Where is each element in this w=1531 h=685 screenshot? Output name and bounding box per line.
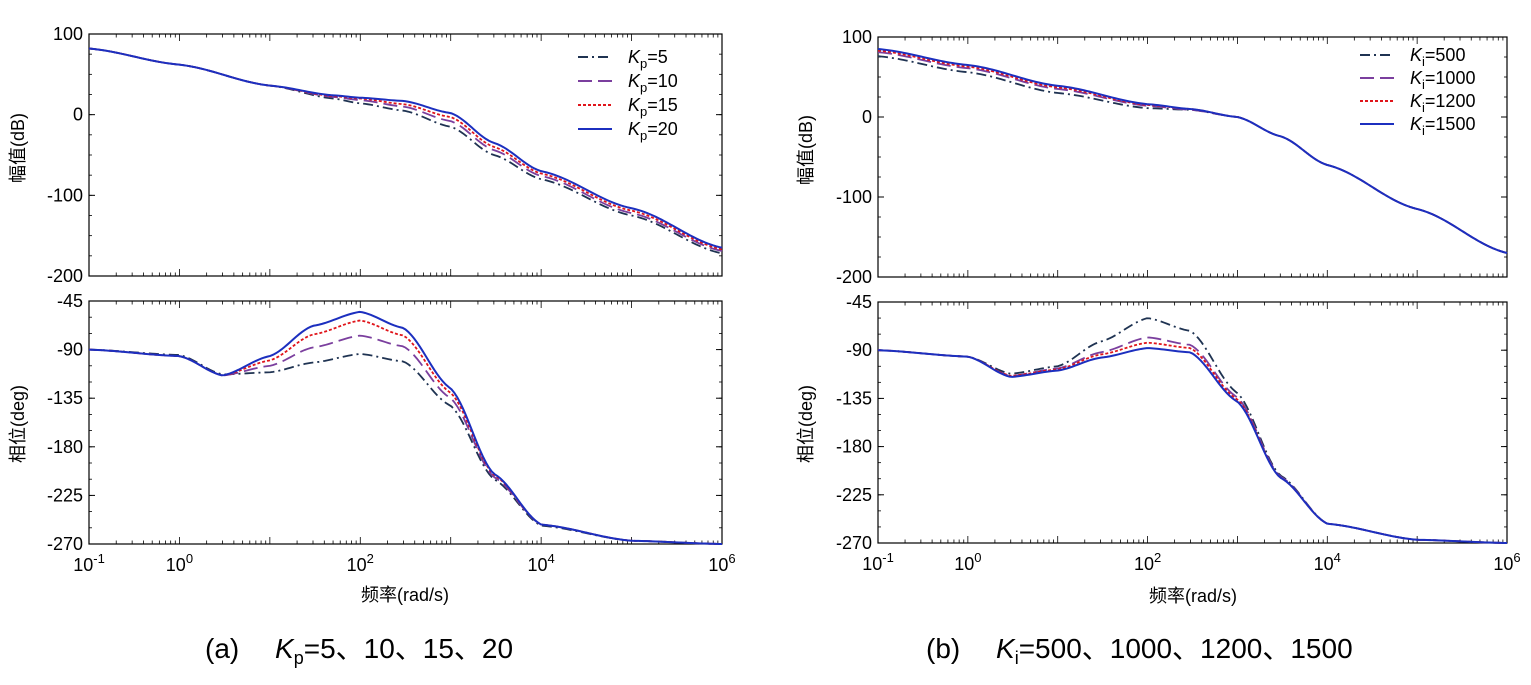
- y-tick-label: -200: [47, 266, 83, 286]
- plot-frame: [88, 300, 723, 545]
- legend-entry: Ki=1200: [1410, 91, 1475, 115]
- y-tick-label: -90: [846, 340, 872, 360]
- y-tick-label: -180: [47, 437, 83, 457]
- y-tick-label: -90: [57, 340, 83, 360]
- x-tick-label: 10-1: [73, 551, 105, 575]
- y-axis-label: 幅值(dB): [796, 115, 816, 185]
- series-line-Kp=10: [88, 334, 723, 545]
- series-line-Ki=1000: [877, 336, 1508, 544]
- caption-sub: p: [294, 648, 304, 668]
- series-line-Ki=1500: [877, 347, 1508, 544]
- legend-entry: Ki=500: [1410, 45, 1465, 69]
- y-tick-label: -270: [836, 533, 872, 553]
- legend-entry: Ki=1500: [1410, 114, 1475, 138]
- y-tick-label: -100: [47, 185, 83, 205]
- caption-var: K: [275, 633, 295, 664]
- caption-sub: i: [1015, 648, 1019, 668]
- plot-frame: [877, 301, 1508, 544]
- y-tick-label: -45: [846, 292, 872, 312]
- y-axis-label: 幅值(dB): [8, 113, 28, 183]
- x-axis-label: 频率(rad/s): [1149, 586, 1237, 606]
- series-lines: [877, 48, 1508, 254]
- axis-ticks: 100 0 -100 -200: [836, 27, 1507, 287]
- y-tick-label: 0: [73, 105, 83, 125]
- y-tick-label: 0: [862, 107, 872, 127]
- legend-entry: Ki=1000: [1410, 68, 1475, 92]
- caption-label: (b): [926, 633, 960, 664]
- y-tick-label: -225: [47, 485, 83, 505]
- legend-entry: Kp=10: [628, 71, 678, 95]
- y-axis-label: 相位(deg): [796, 385, 816, 463]
- series-line-Kp=15: [88, 319, 723, 545]
- x-tick-label: 102: [1134, 550, 1161, 574]
- x-tick-label: 100: [166, 551, 193, 575]
- caption-label: (a): [205, 633, 239, 664]
- x-tick-label: 102: [347, 551, 374, 575]
- axis-ticks: 100 0 -100 -200: [47, 24, 722, 286]
- legend-entry: Kp=15: [628, 95, 678, 119]
- svg-text:(a) Kp=5、10、15、20: (a) Kp=5、10、15、20: [205, 633, 513, 668]
- y-tick-label: 100: [842, 27, 872, 47]
- y-tick-label: -180: [836, 437, 872, 457]
- x-tick-label: 106: [1493, 550, 1520, 574]
- x-tick-label: 100: [954, 550, 981, 574]
- y-axis-label: 相位(deg): [8, 385, 28, 463]
- y-tick-label: -270: [47, 534, 83, 554]
- legend-entry: Kp=20: [628, 119, 678, 143]
- panel-b-magnitude: 100 0 -100 -200 幅值(dB) Ki=500Ki=1000Ki=1200…: [796, 27, 1508, 287]
- y-tick-label: -225: [836, 485, 872, 505]
- caption-values: =500、1000、1200、1500: [1019, 633, 1353, 664]
- x-axis-label: 频率(rad/s): [361, 585, 449, 605]
- x-tick-label: 104: [528, 551, 555, 575]
- y-tick-label: -135: [836, 388, 872, 408]
- series-line-Kp=20: [88, 310, 723, 545]
- series-line-Ki=500: [877, 317, 1508, 544]
- y-tick-label: -200: [836, 267, 872, 287]
- caption-a: (a) Kp=5、10、15、20: [205, 633, 513, 668]
- series-lines: [88, 310, 723, 545]
- caption-var: K: [996, 633, 1016, 664]
- caption-b: (b) Ki=500、1000、1200、1500: [926, 633, 1353, 668]
- series-lines: [88, 47, 723, 255]
- series-line-Kp=5: [88, 348, 723, 545]
- svg-text:(b) Ki=500、1000、1200、150: (b) Ki=500、1000、1200、1500: [926, 633, 1353, 668]
- series-line-Ki=1500: [877, 48, 1508, 254]
- x-tick-label: 106: [708, 551, 735, 575]
- y-tick-label: -135: [47, 388, 83, 408]
- x-tick-label: 10-1: [862, 550, 894, 574]
- caption-values: =5、10、15、20: [304, 633, 513, 664]
- y-tick-label: -45: [57, 291, 83, 311]
- x-tick-label: 104: [1314, 550, 1341, 574]
- y-tick-label: 100: [53, 24, 83, 44]
- series-line-Kp=20: [88, 47, 723, 249]
- y-tick-label: -100: [836, 187, 872, 207]
- series-line-Ki=1200: [877, 341, 1508, 544]
- series-line-Ki=500: [877, 55, 1508, 254]
- legend-entry: Kp=5: [628, 47, 668, 71]
- series-lines: [877, 317, 1508, 544]
